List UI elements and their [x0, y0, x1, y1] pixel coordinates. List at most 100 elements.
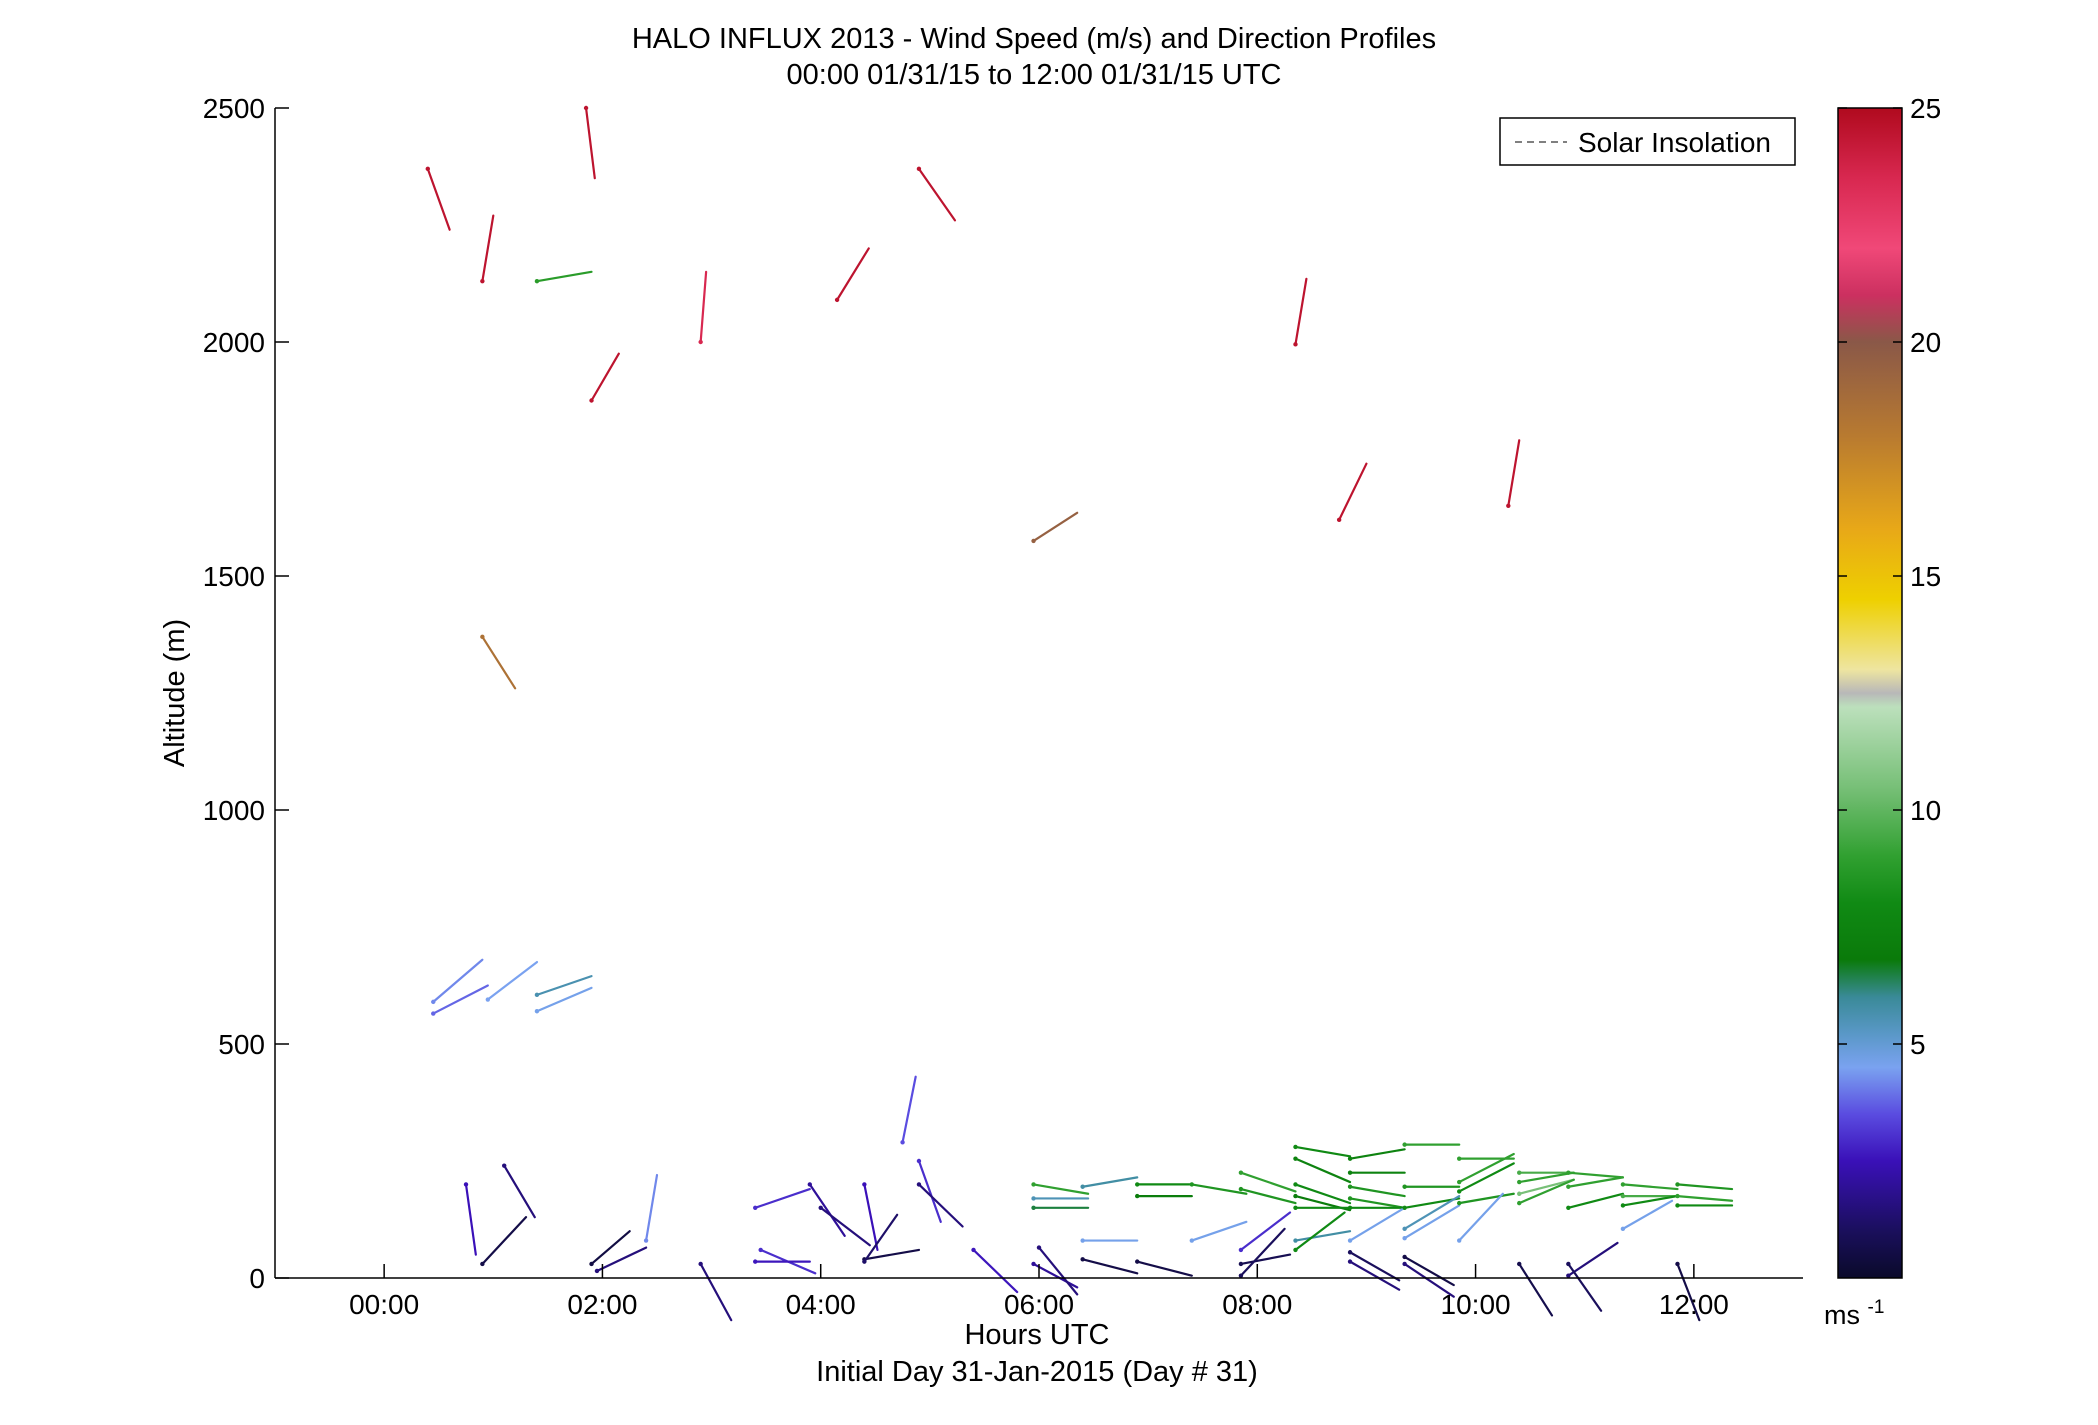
wind-barb-origin — [1517, 1191, 1522, 1196]
wind-barb-origin — [1293, 1247, 1298, 1253]
wind-barb-origin — [1238, 1261, 1244, 1267]
wind-barb — [432, 984, 489, 1015]
x-axis-ticks: 00:00 02:00 04:00 06:00 08:00 10:00 12:00 — [349, 1264, 1729, 1320]
wind-barb-origin — [1293, 1182, 1298, 1187]
x-tick-label: 10:00 — [1441, 1289, 1511, 1320]
colorbar-unit-base: ms — [1824, 1300, 1860, 1330]
legend-box — [1499, 117, 1796, 166]
wind-barb-origin — [1189, 1182, 1195, 1187]
colorbar-tick-label: 15 — [1910, 561, 1941, 592]
wind-barb-origin — [862, 1182, 867, 1187]
wind-barb — [584, 106, 596, 180]
wind-barb — [808, 1183, 846, 1237]
wind-barb — [1032, 511, 1079, 543]
y-tick-label: 2500 — [203, 93, 265, 124]
wind-barb-origin — [1031, 1205, 1036, 1211]
wind-barb-origin — [1402, 1261, 1407, 1267]
wind-barb-origin — [818, 1205, 823, 1211]
wind-barb — [917, 1159, 942, 1223]
wind-barb — [1294, 1230, 1352, 1242]
wind-barb-origin — [1517, 1170, 1522, 1175]
wind-barb — [1032, 1183, 1090, 1195]
wind-barb-origin — [900, 1140, 905, 1145]
wind-barb-origin — [753, 1259, 758, 1264]
wind-barb — [1348, 1185, 1406, 1198]
wind-barb-origin — [1135, 1182, 1140, 1187]
wind-barb — [1676, 1262, 1701, 1322]
wind-barb-origin — [480, 278, 485, 284]
wind-barb-origin — [1620, 1182, 1626, 1187]
wind-barb-origin — [1566, 1170, 1571, 1175]
wind-barb — [1567, 1171, 1625, 1179]
wind-barb — [590, 1230, 631, 1266]
wind-barb-origin — [1402, 1205, 1407, 1211]
wind-barb-origin — [1402, 1142, 1407, 1147]
wind-barb-origin — [1031, 1261, 1036, 1267]
wind-barb-origin — [1336, 517, 1342, 523]
wind-barb-origin — [1031, 1196, 1036, 1201]
wind-barb — [503, 1164, 536, 1219]
wind-barb — [1239, 1187, 1297, 1205]
wind-barb-origin — [1517, 1200, 1522, 1206]
wind-barb-origin — [1238, 1247, 1244, 1253]
wind-barb — [1294, 1157, 1352, 1184]
wind-barb-origin — [1675, 1203, 1680, 1208]
wind-barb — [917, 167, 957, 222]
wind-barbs — [425, 105, 1734, 1322]
wind-barb — [432, 958, 484, 1003]
wind-barb-origin — [589, 1261, 594, 1267]
y-tick-label: 1500 — [203, 561, 265, 592]
wind-barb — [1348, 1148, 1406, 1160]
wind-barb-origin — [971, 1247, 976, 1253]
wind-barb — [1621, 1183, 1679, 1191]
y-tick-label: 2000 — [203, 327, 265, 358]
wind-barb-origin — [1347, 1259, 1353, 1264]
wind-barb-origin — [1457, 1189, 1462, 1194]
wind-barb-origin — [1457, 1156, 1462, 1161]
wind-barb — [535, 270, 593, 283]
wind-barb-origin — [1293, 1156, 1298, 1161]
wind-barb-origin — [698, 339, 703, 345]
wind-barb-origin — [534, 1009, 540, 1014]
wind-barb — [1621, 1194, 1679, 1207]
wind-barb — [1239, 1227, 1286, 1277]
x-tick-label: 12:00 — [1659, 1289, 1729, 1320]
x-tick-label: 08:00 — [1222, 1289, 1292, 1320]
wind-barb — [1081, 1258, 1139, 1275]
wind-barb-origin — [862, 1259, 867, 1264]
wind-barb — [699, 270, 708, 344]
wind-barb-origin — [1347, 1250, 1353, 1255]
wind-barb — [1294, 1183, 1352, 1205]
wind-barb — [863, 1183, 879, 1252]
wind-barb-origin — [583, 105, 589, 111]
wind-barb-origin — [1347, 1184, 1353, 1189]
wind-barb — [1239, 1253, 1292, 1266]
legend-solar-insolation-label: Solar Insolation — [1578, 127, 1771, 158]
wind-barb — [1403, 1204, 1461, 1240]
wind-barb-origin — [1135, 1193, 1140, 1199]
wind-barb-origin — [698, 1261, 703, 1267]
wind-barb-origin — [1402, 1226, 1407, 1232]
colorbar-ticks: 5 10 15 20 25 — [1838, 93, 1941, 1060]
wind-barb — [1567, 1192, 1625, 1209]
wind-barb — [644, 1173, 659, 1242]
wind-barb-origin — [1080, 1257, 1085, 1262]
wind-barb — [1458, 1192, 1515, 1205]
wind-barb-origin — [1566, 1261, 1571, 1267]
y-axis-label: Altitude (m) — [159, 619, 191, 767]
wind-barb-origin — [431, 999, 436, 1005]
wind-barb-origin — [807, 1182, 812, 1187]
wind-barb — [901, 1075, 917, 1144]
wind-barb — [699, 1262, 733, 1322]
wind-barb — [1518, 1171, 1575, 1184]
wind-barb — [535, 975, 593, 996]
colorbar-tick-label: 25 — [1910, 93, 1941, 124]
y-tick-label: 0 — [249, 1263, 265, 1294]
plot-area — [275, 108, 1803, 1278]
wind-barb-origin — [1402, 1254, 1407, 1260]
colorbar-tick-label: 20 — [1910, 327, 1941, 358]
wind-barb — [486, 960, 539, 1001]
wind-barb-origin — [534, 992, 540, 998]
wind-barb — [819, 1206, 871, 1247]
